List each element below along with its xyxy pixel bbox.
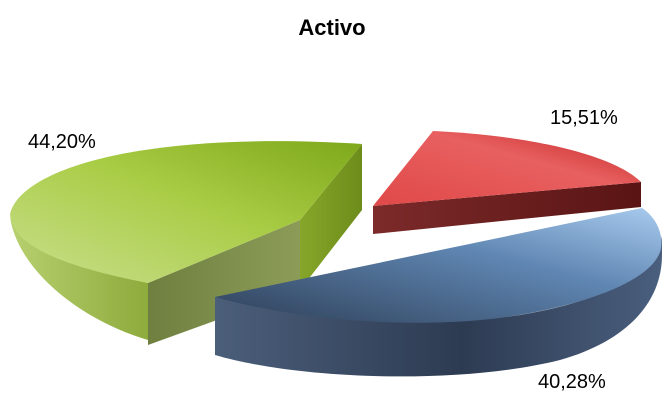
slice-green-top [10, 141, 362, 283]
slice-green-cut-right [300, 144, 362, 290]
slice-blue [215, 208, 662, 377]
slice-blue-top [215, 208, 662, 323]
chart-title: Activo [298, 15, 366, 40]
data-label-green: 44,20% [28, 131, 96, 153]
slice-red-top [373, 131, 641, 206]
data-label-blue: 40,28% [538, 371, 606, 393]
slice-red [373, 131, 641, 234]
data-label-red: 15,51% [550, 107, 618, 129]
slice-green [10, 141, 362, 345]
slice-green-side [10, 217, 148, 340]
slice-red-side [373, 182, 641, 234]
slice-blue-side [215, 235, 662, 377]
slice-green-cut [148, 220, 300, 345]
